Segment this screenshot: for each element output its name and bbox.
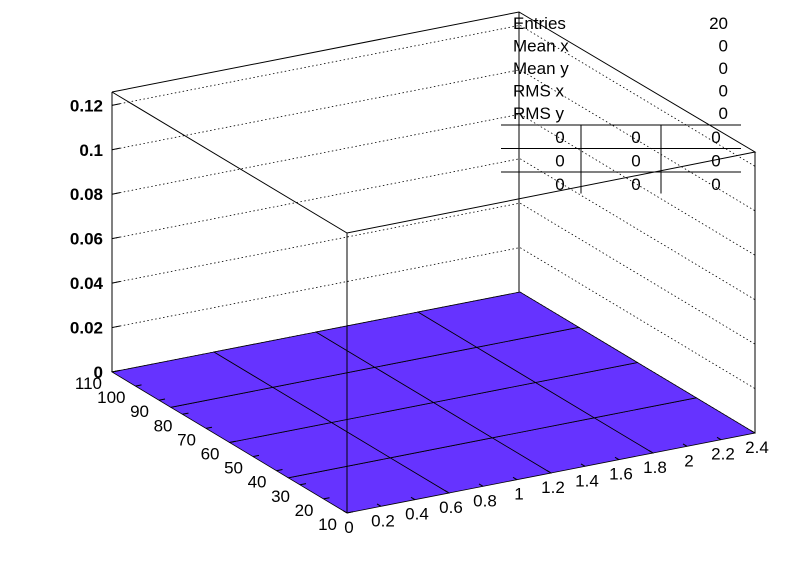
y-tick-mark-7 — [182, 412, 189, 415]
z-tick-mark-2 — [111, 281, 121, 284]
z-tick-mark-6 — [111, 103, 121, 106]
x-tick-label-11: 2.2 — [711, 445, 735, 464]
x-tick-mark-8 — [614, 456, 620, 461]
stats-value-2: 0 — [719, 59, 728, 78]
x-tick-mark-7 — [580, 463, 586, 467]
z-tick-label-2: 0.04 — [70, 274, 104, 293]
z-axis: 0 0.02 0.04 0.06 0.08 0.1 0.12 — [70, 92, 121, 382]
x-tick-label-4: 0.8 — [473, 491, 497, 510]
y-tick-mark-2 — [299, 483, 307, 486]
y-tick-label-9: 100 — [97, 388, 125, 407]
stats-grid-cell-0-2: 0 — [711, 128, 720, 147]
x-tick-mark-0 — [342, 510, 348, 514]
y-tick-mark-0 — [346, 511, 354, 514]
x-tick-mark-1 — [376, 503, 382, 507]
x-tick-label-1: 0.2 — [371, 511, 395, 530]
y-tick-label-1: 20 — [295, 501, 314, 520]
stats-value-3: 0 — [719, 82, 728, 101]
x-tick-mark-12 — [750, 430, 756, 434]
y-tick-label-4: 50 — [224, 459, 243, 478]
x-tick-mark-10 — [682, 443, 688, 447]
z-gridline-5 — [111, 69, 756, 212]
y-tick-label-5: 60 — [201, 445, 220, 464]
x-tick-label-9: 1.8 — [643, 458, 667, 477]
stats-box: Entries 20 Mean x 0 Mean y 0 RMS x 0 RMS y 0 0 0 0 0 0… — [501, 14, 741, 194]
stats-label-3: RMS x — [513, 82, 565, 101]
x-tick-mark-3 — [444, 490, 450, 494]
stats-grid-cell-1-2: 0 — [711, 152, 720, 171]
z-tick-mark-1 — [111, 325, 121, 329]
x-tick-label-3: 0.6 — [439, 498, 463, 517]
x-tick-label-8: 1.6 — [609, 465, 633, 484]
stats-grid-cell-2-1: 0 — [631, 175, 640, 194]
x-tick-label-7: 1.4 — [575, 471, 599, 490]
y-tick-label-3: 40 — [248, 473, 267, 492]
stats-label-2: Mean y — [513, 59, 569, 78]
z-tick-label-4: 0.08 — [70, 185, 103, 204]
y-tick-label-7: 80 — [154, 416, 173, 435]
stats-grid-cell-0-1: 0 — [631, 128, 640, 147]
x-tick-label-6: 1.2 — [541, 478, 565, 497]
x-tick-mark-2 — [410, 496, 416, 501]
z-tick-label-0: 0 — [94, 363, 103, 382]
z-tick-label-5: 0.1 — [79, 141, 103, 160]
x-tick-mark-11 — [716, 436, 722, 441]
z-tick-label-6: 0.12 — [70, 96, 103, 115]
x-tick-mark-5 — [512, 476, 518, 481]
y-tick-label-10: 110 — [75, 374, 102, 393]
y-tick-mark-10 — [111, 370, 119, 373]
y-tick-mark-5 — [229, 440, 236, 443]
stats-value-0: 20 — [709, 14, 728, 33]
stats-value-4: 0 — [719, 104, 728, 123]
x-tick-label-0: 0 — [344, 518, 353, 537]
y-tick-mark-4 — [252, 454, 260, 458]
stats-grid-cell-1-0: 0 — [555, 152, 564, 171]
x-tick-label-5: 1 — [514, 485, 523, 504]
y-tick-mark-9 — [135, 384, 142, 387]
lego-cell-3-3 — [416, 291, 580, 348]
stats-label-0: Entries — [513, 14, 566, 33]
stats-label-1: Mean x — [513, 37, 569, 56]
x-tick-mark-9 — [648, 450, 654, 454]
x-tick-label-12: 2.4 — [745, 438, 769, 457]
stats-value-1: 0 — [719, 37, 728, 56]
z-gridline-3 — [111, 158, 756, 301]
z-tick-mark-3 — [111, 236, 121, 240]
y-tick-mark-3 — [276, 469, 283, 472]
z-tick-mark-5 — [111, 147, 121, 151]
stats-grid-cell-0-0: 0 — [555, 128, 564, 147]
y-tick-mark-1 — [323, 497, 330, 500]
z-gridline-4 — [111, 113, 756, 256]
x-tick-label-10: 2 — [684, 451, 693, 470]
z-tick-mark-4 — [111, 192, 121, 195]
stats-label-4: RMS y — [513, 104, 565, 123]
y-tick-label-8: 90 — [130, 402, 149, 421]
x-tick-mark-4 — [478, 483, 484, 487]
box-top-outline — [111, 11, 757, 234]
y-tick-label-2: 30 — [271, 487, 290, 506]
stats-grid-cell-2-2: 0 — [711, 175, 720, 194]
histogram-floor — [110, 291, 757, 514]
y-tick-label-6: 70 — [177, 430, 196, 449]
x-tick-mark-6 — [546, 470, 552, 474]
stats-grid-cell-2-0: 0 — [555, 175, 564, 194]
z-gridline-6 — [111, 24, 756, 167]
z-tick-label-1: 0.02 — [70, 319, 103, 338]
y-tick-mark-6 — [205, 426, 213, 429]
y-tick-mark-8 — [158, 398, 166, 401]
x-tick-label-2: 0.4 — [405, 505, 429, 524]
y-tick-label-0: 10 — [318, 515, 337, 534]
plot-box-front — [111, 11, 757, 513]
stats-grid-cell-1-1: 0 — [631, 152, 640, 171]
z-tick-label-3: 0.06 — [70, 230, 103, 249]
x-axis: 0 0.2 0.4 0.6 0.8 1 1.2 1.4 1.6 1.8 2 2.2 2.4 — [342, 430, 769, 537]
